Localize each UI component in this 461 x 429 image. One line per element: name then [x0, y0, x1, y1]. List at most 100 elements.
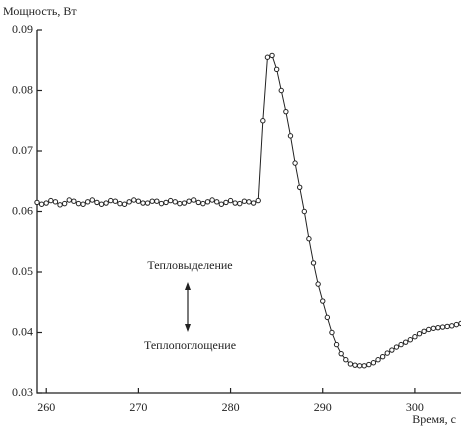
y-tick-label: 0.09	[12, 22, 33, 36]
y-axis-label: Мощность, Вт	[3, 4, 77, 18]
data-point	[61, 200, 68, 207]
data-point	[181, 200, 188, 206]
data-point	[195, 199, 202, 206]
annotation: Теплопоглощение	[144, 338, 236, 352]
data-point	[48, 197, 54, 204]
data-point	[324, 314, 331, 321]
data-point	[416, 331, 423, 337]
data-point	[439, 324, 446, 330]
data-point	[370, 360, 377, 366]
data-point	[320, 298, 326, 304]
annotation: Тепловыделение	[147, 258, 232, 272]
data-point	[126, 199, 132, 205]
data-point	[421, 328, 427, 334]
data-point	[227, 197, 234, 204]
data-point	[103, 200, 109, 206]
data-point	[426, 326, 432, 333]
data-point	[278, 87, 284, 94]
data-point	[98, 201, 105, 207]
x-axis-label: Время, с	[412, 412, 456, 426]
data-point	[158, 200, 165, 207]
data-point	[287, 133, 294, 139]
y-tick-label: 0.06	[12, 203, 33, 217]
data-point	[260, 118, 266, 124]
data-point	[269, 52, 275, 59]
data-point	[108, 197, 114, 204]
data-point	[177, 200, 183, 207]
data-point	[237, 200, 243, 207]
data-point	[356, 363, 363, 369]
data-point	[214, 199, 220, 205]
data-point	[43, 200, 49, 206]
data-point	[167, 197, 174, 204]
data-point	[121, 201, 128, 207]
data-point	[352, 362, 358, 368]
data-point	[154, 198, 160, 204]
x-tick-label: 300	[406, 400, 424, 414]
data-point	[306, 236, 312, 242]
data-point	[80, 201, 86, 207]
data-point	[186, 198, 192, 204]
data-point	[343, 357, 349, 363]
data-point	[444, 323, 450, 330]
data-point	[283, 108, 289, 115]
x-tick-label: 290	[314, 400, 332, 414]
data-point	[435, 324, 441, 331]
data-point	[329, 329, 335, 336]
data-point	[264, 54, 271, 60]
y-tick-label: 0.04	[12, 324, 33, 338]
data-point	[135, 198, 142, 204]
data-point	[52, 199, 59, 205]
data-point	[449, 323, 455, 329]
y-tick-label: 0.07	[12, 143, 33, 157]
data-point	[379, 354, 386, 360]
data-point	[338, 350, 344, 357]
data-point	[292, 160, 298, 166]
data-point	[407, 337, 414, 343]
data-point	[66, 197, 72, 203]
data-point	[315, 281, 321, 287]
data-point	[333, 341, 340, 348]
data-point	[250, 200, 257, 206]
data-point	[296, 184, 303, 191]
data-point	[393, 344, 400, 350]
data-point	[149, 198, 155, 204]
data-point	[246, 199, 252, 205]
data-point	[94, 199, 100, 206]
data-point	[223, 199, 229, 206]
data-point	[398, 341, 404, 348]
data-point	[430, 325, 437, 331]
data-point	[89, 197, 96, 203]
data-point	[75, 200, 82, 207]
data-point	[273, 66, 280, 73]
data-point	[38, 201, 45, 207]
data-point	[144, 200, 151, 206]
data-point	[190, 197, 197, 203]
series-line	[36, 54, 461, 367]
data-point	[200, 200, 206, 207]
data-point	[209, 197, 215, 203]
data-point	[34, 199, 40, 206]
data-point	[172, 199, 178, 205]
arrow	[185, 282, 191, 332]
data-point	[453, 321, 460, 328]
data-point	[204, 199, 211, 205]
x-tick-label: 260	[37, 400, 55, 414]
data-point	[347, 361, 354, 367]
data-point	[71, 198, 77, 204]
data-point	[301, 208, 308, 215]
x-tick-label: 280	[222, 400, 240, 414]
data-point	[241, 198, 248, 204]
data-point	[140, 200, 146, 206]
data-point	[117, 200, 123, 207]
data-point	[112, 198, 119, 204]
x-tick-label: 270	[129, 400, 147, 414]
data-point	[412, 334, 418, 340]
data-point	[310, 260, 317, 266]
data-point	[57, 202, 63, 208]
data-point	[361, 363, 367, 369]
data-point	[84, 199, 91, 205]
data-point	[389, 347, 395, 353]
axes	[36, 30, 461, 394]
